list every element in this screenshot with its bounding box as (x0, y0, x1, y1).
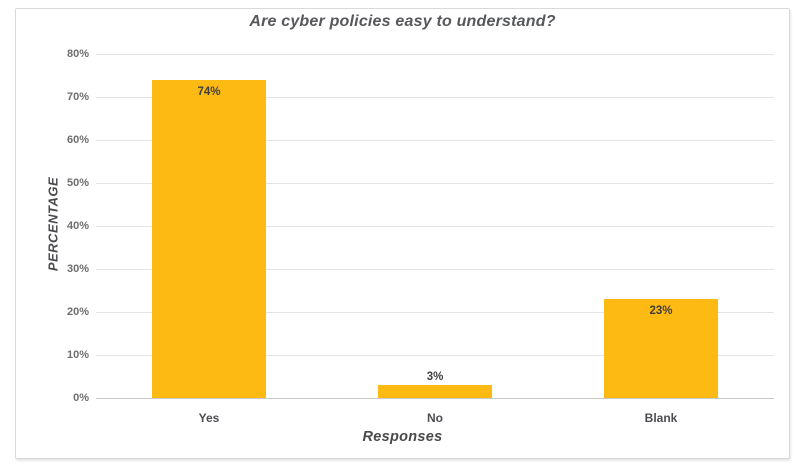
x-axis-category-label-blank: Blank (644, 411, 678, 425)
y-axis-tick-label: 10% (66, 349, 89, 361)
bar-yes (152, 79, 266, 398)
y-axis-tick-label: 40% (66, 220, 89, 232)
x-axis-category-label-no: No (427, 411, 443, 425)
bar-blank (604, 299, 718, 398)
y-gridline (96, 54, 774, 55)
chart-title: Are cyber policies easy to understand? (249, 13, 556, 30)
y-axis-tick-label: 30% (66, 263, 89, 275)
x-axis-title: Responses (362, 429, 443, 445)
plot-area: 74% 3% 23% (96, 54, 774, 399)
x-axis-category-labels: Yes No Blank (96, 411, 774, 427)
y-gridline (96, 269, 774, 270)
bar-no (378, 385, 492, 398)
x-axis-line (96, 398, 774, 399)
y-gridline (96, 312, 774, 313)
y-axis-tick-label: 0% (73, 392, 89, 404)
y-gridline (96, 183, 774, 184)
y-gridline (96, 355, 774, 356)
y-axis-tick-labels: 0% 10% 20% 30% 40% 50% 60% 70% 80% (29, 48, 89, 404)
y-gridline (96, 226, 774, 227)
chart-frame: Are cyber policies easy to understand? P… (15, 8, 790, 459)
y-axis-tick-label: 80% (66, 48, 89, 60)
y-gridline (96, 140, 774, 141)
bar-value-label-blank: 23% (649, 305, 673, 318)
bar-value-label-yes: 74% (197, 85, 221, 98)
bar-value-label-no: 3% (426, 371, 444, 384)
y-axis-tick-label: 70% (66, 91, 89, 103)
y-axis-tick-label: 50% (66, 177, 89, 189)
y-gridline (96, 97, 774, 98)
x-axis-category-label-yes: Yes (198, 411, 220, 425)
y-axis-tick-label: 60% (66, 134, 89, 146)
y-axis-tick-label: 20% (66, 306, 89, 318)
